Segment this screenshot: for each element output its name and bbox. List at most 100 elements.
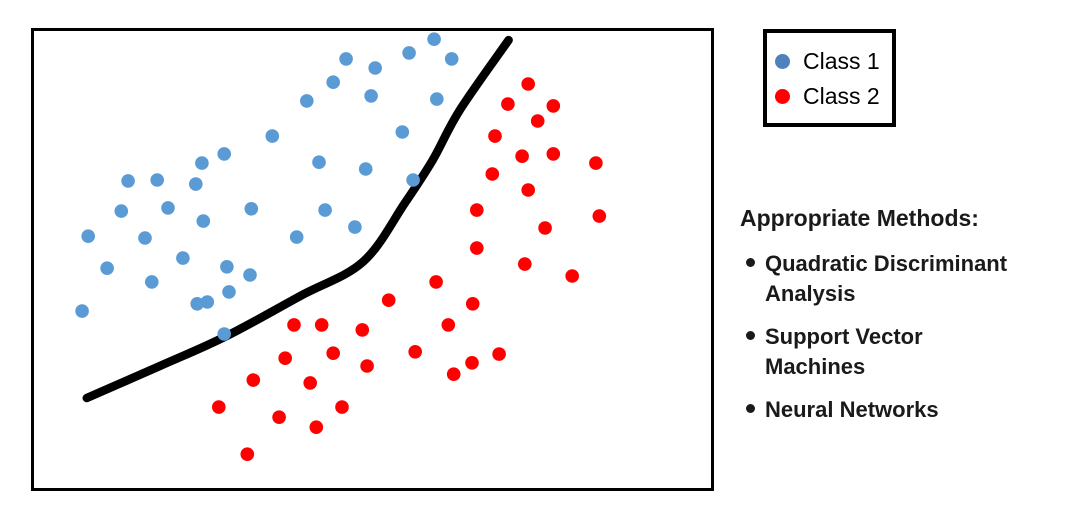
class2-point bbox=[465, 356, 479, 370]
class2-point bbox=[335, 400, 349, 414]
legend-item-class2: Class 2 bbox=[775, 79, 892, 114]
class1-point bbox=[200, 295, 215, 309]
class1-point bbox=[326, 75, 341, 89]
method-item-qda: Quadratic Discriminant Analysis bbox=[738, 249, 1064, 309]
class1-point bbox=[364, 89, 378, 103]
class2-point bbox=[272, 410, 286, 425]
class2-point bbox=[212, 400, 226, 414]
class2-point bbox=[465, 297, 480, 311]
class2-point bbox=[429, 275, 443, 289]
class2-point bbox=[240, 447, 255, 462]
class1-point bbox=[81, 229, 95, 243]
method-text-nn: Neural Networks bbox=[765, 395, 939, 425]
class1-point bbox=[427, 32, 441, 46]
class2-point bbox=[538, 221, 552, 235]
class2-point bbox=[492, 347, 506, 361]
method-line: Quadratic Discriminant bbox=[765, 251, 1008, 276]
class1-point bbox=[100, 261, 114, 275]
bullet-icon bbox=[746, 258, 755, 267]
class2-point bbox=[546, 147, 561, 161]
class1-point bbox=[430, 92, 444, 106]
class2-point bbox=[485, 167, 500, 181]
class2-dot-icon bbox=[775, 89, 790, 104]
class1-point bbox=[75, 304, 89, 318]
class2-point bbox=[314, 318, 329, 332]
class1-point bbox=[195, 156, 209, 170]
class1-point bbox=[300, 94, 314, 108]
class1-point bbox=[176, 251, 190, 265]
legend-label-class2: Class 2 bbox=[803, 83, 880, 109]
class1-point bbox=[358, 162, 373, 176]
decision-boundary-curve bbox=[82, 35, 513, 403]
class1-dot-icon bbox=[775, 54, 790, 69]
class1-point bbox=[222, 285, 236, 299]
class1-point bbox=[114, 204, 129, 218]
class2-point bbox=[488, 129, 502, 143]
bullet-icon bbox=[746, 331, 755, 340]
legend-item-class1: Class 1 bbox=[775, 44, 892, 79]
class1-point bbox=[145, 275, 159, 289]
methods-heading: Appropriate Methods: bbox=[740, 205, 979, 231]
class2-point bbox=[408, 345, 423, 359]
method-line: Machines bbox=[765, 354, 866, 379]
class2-point bbox=[441, 318, 456, 332]
class2-point bbox=[546, 99, 561, 113]
methods-panel: Appropriate Methods: Quadratic Discrimin… bbox=[738, 203, 1064, 438]
class1-point bbox=[368, 61, 383, 75]
class1-point bbox=[189, 177, 203, 191]
class2-point bbox=[470, 203, 484, 217]
class2-point bbox=[303, 376, 318, 390]
method-text-svm: Support Vector Machines bbox=[765, 322, 923, 382]
class2-point bbox=[589, 156, 603, 170]
legend-label-class1: Class 1 bbox=[803, 48, 880, 74]
class2-point bbox=[278, 351, 292, 366]
class2-point bbox=[521, 183, 535, 197]
class2-point bbox=[326, 346, 341, 361]
method-line: Support Vector bbox=[765, 324, 923, 349]
class2-point bbox=[309, 420, 324, 435]
method-line: Analysis bbox=[765, 281, 856, 306]
class1-point bbox=[289, 230, 304, 244]
class2-point bbox=[565, 269, 579, 283]
class1-point bbox=[339, 52, 353, 66]
class1-point bbox=[150, 173, 164, 187]
class1-point bbox=[217, 147, 231, 161]
class2-point bbox=[518, 257, 532, 271]
bullet-icon bbox=[746, 404, 755, 413]
scatter-plot-svg bbox=[75, 32, 607, 462]
method-item-svm: Support Vector Machines bbox=[738, 322, 1064, 382]
class1-point bbox=[243, 268, 257, 282]
class1-point bbox=[220, 260, 234, 274]
class1-point bbox=[265, 129, 280, 143]
method-text-qda: Quadratic Discriminant Analysis bbox=[765, 249, 1007, 309]
class2-point bbox=[530, 114, 545, 128]
class2-point bbox=[501, 97, 515, 111]
class2-point bbox=[515, 149, 529, 163]
class2-point bbox=[360, 359, 374, 373]
class1-point bbox=[196, 214, 211, 228]
class1-point bbox=[348, 220, 362, 234]
class1-point bbox=[402, 46, 416, 60]
scatter-plot bbox=[31, 28, 714, 491]
class2-point bbox=[246, 373, 261, 387]
class1-point bbox=[138, 231, 152, 245]
class2-point bbox=[470, 241, 484, 255]
class2-point bbox=[355, 323, 370, 337]
class1-point bbox=[161, 201, 175, 215]
class2-point bbox=[287, 318, 301, 332]
method-line: Neural Networks bbox=[765, 397, 939, 422]
class1-point bbox=[318, 203, 332, 217]
class1-point bbox=[121, 174, 135, 188]
class1-point bbox=[190, 297, 204, 311]
class1-point bbox=[444, 52, 459, 66]
class1-point bbox=[406, 173, 420, 187]
class1-point bbox=[312, 155, 326, 169]
class1-point bbox=[395, 125, 410, 139]
class2-point bbox=[446, 367, 461, 382]
method-item-nn: Neural Networks bbox=[738, 395, 1064, 425]
class2-point bbox=[592, 209, 607, 223]
legend-box: Class 1 Class 2 bbox=[763, 29, 896, 127]
class1-point bbox=[217, 327, 231, 341]
class2-point bbox=[521, 77, 535, 91]
